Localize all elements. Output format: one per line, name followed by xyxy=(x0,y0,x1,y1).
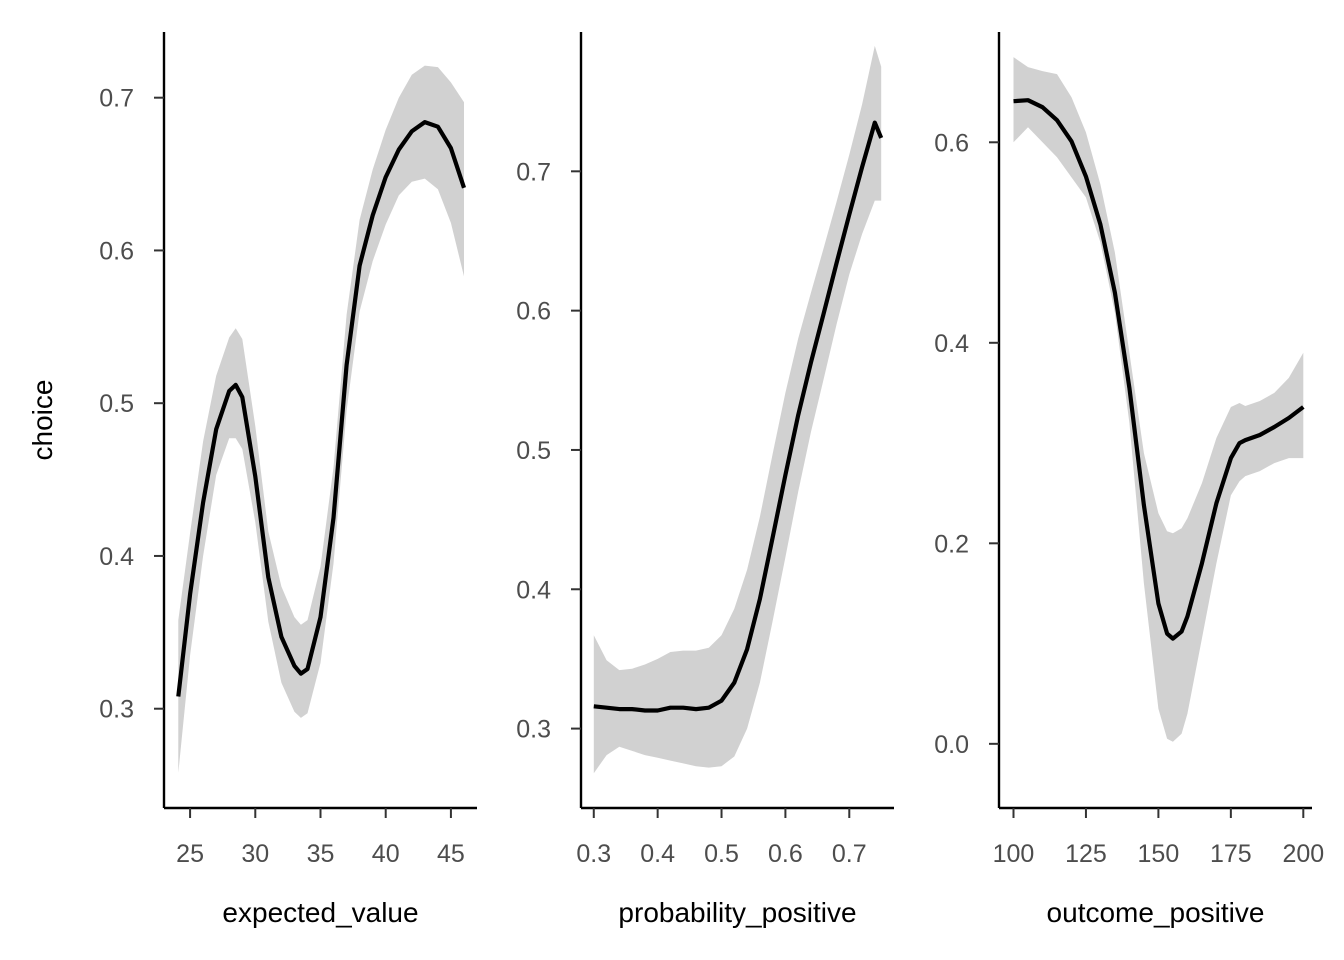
panel-2-y-tick-label: 0.5 xyxy=(516,437,551,465)
panel-2-x-tick-label: 0.6 xyxy=(768,840,803,868)
panel-1-fit-line xyxy=(176,119,466,697)
panel-1-y-tick-label: 0.6 xyxy=(99,237,134,265)
panel-3-x-tick-label: 150 xyxy=(1138,840,1180,868)
panel-2-y-tick-label: 0.4 xyxy=(516,576,551,604)
panel-1-y-tick-label: 0.5 xyxy=(99,390,134,418)
panel-3-y-tick-label: 0.0 xyxy=(934,731,969,759)
panel-1-confidence-band xyxy=(178,65,465,773)
panel-1-y-tick-label: 0.4 xyxy=(99,543,134,571)
panel-2-y-tick-label: 0.7 xyxy=(516,158,551,186)
panel-1-x-tick-label: 40 xyxy=(372,840,400,868)
panel-1: 25 30 35 40 45 0.3 0.4 0.5 0.6 0.7 expected_value xyxy=(99,32,477,928)
panel-1-x-axis-title: expected_value xyxy=(222,897,418,928)
panel-2-confidence-band xyxy=(593,45,882,774)
panel-2-x-axis-title: probability_positive xyxy=(618,897,856,928)
panel-2-x-tick-label: 0.5 xyxy=(704,840,739,868)
panel-2-y-tick-label: 0.3 xyxy=(516,716,551,744)
panel-3-y-tick-label: 0.4 xyxy=(934,330,969,358)
panel-2-x-tick-label: 0.4 xyxy=(640,840,675,868)
panel-1-y-tick-label: 0.3 xyxy=(99,696,134,724)
panel-2-x-tick-label: 0.3 xyxy=(576,840,611,868)
panel-1-x-tick-label: 30 xyxy=(241,840,269,868)
panel-3-fit-line xyxy=(1013,98,1305,641)
panel-3: 100 125 150 175 200 0.0 0.2 0.4 0.6 outcome_posit… xyxy=(934,32,1324,928)
panel-1-x-tick-label: 25 xyxy=(176,840,204,868)
panel-3-x-tick-label: 200 xyxy=(1282,840,1324,868)
panel-1-y-tick-label: 0.7 xyxy=(99,85,134,113)
panel-3-y-tick-label: 0.6 xyxy=(934,129,969,157)
panel-3-x-axis-title: outcome_positive xyxy=(1047,897,1265,928)
panel-3-x-tick-label: 175 xyxy=(1210,840,1252,868)
panel-2-y-tick-label: 0.6 xyxy=(516,298,551,326)
panel-1-x-tick-label: 35 xyxy=(307,840,335,868)
panel-3-x-tick-label: 100 xyxy=(993,840,1035,868)
panel-3-y-tick-label: 0.2 xyxy=(934,530,969,558)
panel-2-fit-line xyxy=(593,120,884,713)
panel-1-x-tick-label: 45 xyxy=(437,840,465,868)
y-axis-title: choice xyxy=(27,380,58,461)
panel-2-x-tick-label: 0.7 xyxy=(832,840,867,868)
panel-2: 0.3 0.4 0.5 0.6 0.7 0.3 0.4 0.5 0.6 0.7 probabilit… xyxy=(516,32,894,928)
panel-3-x-tick-label: 125 xyxy=(1065,840,1107,868)
